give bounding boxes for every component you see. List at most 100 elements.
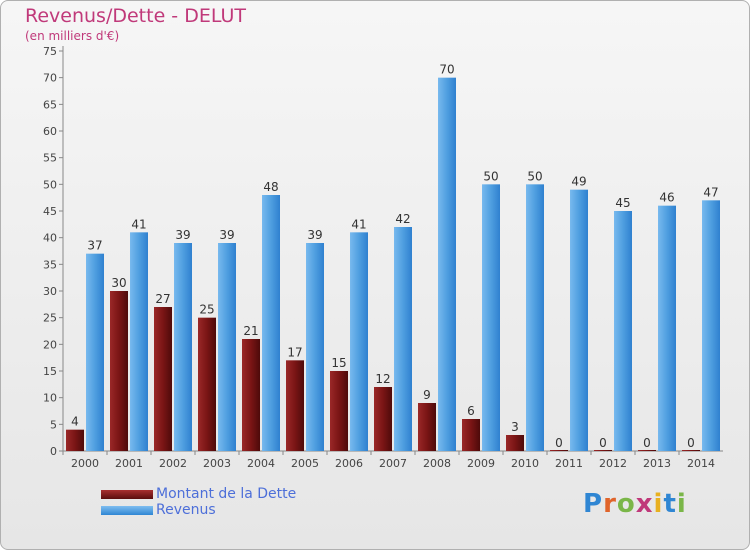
data-label-debt: 4 bbox=[71, 415, 79, 429]
data-label-debt: 30 bbox=[111, 276, 126, 290]
bar-revenue bbox=[438, 77, 456, 452]
x-tick-label: 2013 bbox=[643, 457, 671, 470]
data-label-revenue: 39 bbox=[219, 228, 234, 242]
bar-debt bbox=[154, 307, 172, 451]
y-tick-label: 70 bbox=[43, 72, 57, 85]
logo-letter: i bbox=[676, 489, 687, 519]
y-tick-label: 75 bbox=[43, 45, 57, 58]
bar-debt bbox=[242, 339, 260, 451]
bar-revenue bbox=[570, 189, 588, 451]
proxiti-logo: Proxiti bbox=[583, 489, 687, 519]
y-tick-label: 5 bbox=[50, 418, 57, 431]
data-label-debt: 21 bbox=[243, 324, 258, 338]
data-label-revenue: 49 bbox=[571, 175, 586, 189]
x-tick-label: 2002 bbox=[159, 457, 187, 470]
bar-debt bbox=[374, 387, 392, 451]
x-tick-label: 2009 bbox=[467, 457, 495, 470]
legend-label-revenue: Revenus bbox=[156, 502, 216, 518]
data-label-debt: 27 bbox=[155, 292, 170, 306]
y-tick-label: 30 bbox=[43, 285, 57, 298]
bar-debt bbox=[594, 450, 612, 451]
logo-letter: i bbox=[653, 489, 664, 519]
logo-letter: t bbox=[663, 489, 677, 519]
data-label-debt: 6 bbox=[467, 404, 475, 418]
bar-debt bbox=[198, 317, 216, 451]
bar-revenue bbox=[350, 232, 368, 451]
y-tick-label: 20 bbox=[43, 338, 57, 351]
x-tick-label: 2001 bbox=[115, 457, 143, 470]
y-tick-label: 65 bbox=[43, 98, 57, 111]
data-label-revenue: 48 bbox=[263, 180, 278, 194]
bar-debt bbox=[638, 450, 656, 451]
x-tick-label: 2006 bbox=[335, 457, 363, 470]
data-label-debt: 0 bbox=[687, 436, 695, 450]
x-tick-label: 2008 bbox=[423, 457, 451, 470]
data-label-debt: 15 bbox=[331, 356, 346, 370]
y-tick-label: 40 bbox=[43, 232, 57, 245]
bar-revenue bbox=[86, 253, 104, 451]
data-label-revenue: 45 bbox=[615, 196, 630, 210]
data-label-debt: 25 bbox=[199, 303, 214, 317]
bar-revenue bbox=[262, 195, 280, 451]
data-label-debt: 17 bbox=[287, 345, 302, 359]
data-label-debt: 9 bbox=[423, 388, 431, 402]
y-tick-label: 15 bbox=[43, 365, 57, 378]
bar-debt bbox=[550, 450, 568, 451]
data-label-debt: 12 bbox=[375, 372, 390, 386]
x-tick-label: 2014 bbox=[687, 457, 715, 470]
data-label-debt: 0 bbox=[555, 436, 563, 450]
data-label-revenue: 46 bbox=[659, 191, 674, 205]
y-tick-label: 45 bbox=[43, 205, 57, 218]
bar-revenue bbox=[306, 243, 324, 451]
bar-debt bbox=[330, 371, 348, 451]
y-tick-label: 35 bbox=[43, 258, 57, 271]
legend-swatch-debt bbox=[101, 490, 153, 499]
legend-label-debt: Montant de la Dette bbox=[156, 486, 297, 502]
logo-letter: P bbox=[583, 489, 604, 519]
y-tick-label: 60 bbox=[43, 125, 57, 138]
legend-swatch-revenue bbox=[101, 506, 153, 515]
bar-debt bbox=[418, 403, 436, 451]
x-tick-label: 2007 bbox=[379, 457, 407, 470]
data-label-revenue: 41 bbox=[351, 217, 366, 231]
data-label-debt: 0 bbox=[643, 436, 651, 450]
x-tick-label: 2005 bbox=[291, 457, 319, 470]
bar-debt bbox=[286, 360, 304, 451]
data-label-revenue: 39 bbox=[307, 228, 322, 242]
x-tick-label: 2012 bbox=[599, 457, 627, 470]
data-label-revenue: 50 bbox=[527, 169, 542, 183]
data-label-debt: 0 bbox=[599, 436, 607, 450]
logo-letter: x bbox=[635, 489, 654, 519]
x-tick-label: 2000 bbox=[71, 457, 99, 470]
data-label-revenue: 37 bbox=[87, 239, 102, 253]
data-label-revenue: 47 bbox=[703, 185, 718, 199]
bar-revenue bbox=[394, 227, 412, 451]
bar-revenue bbox=[218, 243, 236, 451]
x-tick-label: 2003 bbox=[203, 457, 231, 470]
y-tick-label: 55 bbox=[43, 152, 57, 165]
x-tick-label: 2010 bbox=[511, 457, 539, 470]
bar-debt bbox=[506, 435, 524, 451]
data-label-revenue: 42 bbox=[395, 212, 410, 226]
x-tick-label: 2011 bbox=[555, 457, 583, 470]
y-tick-label: 50 bbox=[43, 178, 57, 191]
bar-revenue bbox=[614, 211, 632, 451]
bar-debt bbox=[462, 419, 480, 451]
bar-debt bbox=[66, 429, 84, 451]
data-label-debt: 3 bbox=[511, 420, 519, 434]
y-tick-label: 25 bbox=[43, 312, 57, 325]
bar-revenue bbox=[174, 243, 192, 451]
data-label-revenue: 39 bbox=[175, 228, 190, 242]
chart-subtitle: (en milliers d'€) bbox=[25, 29, 120, 43]
data-label-revenue: 41 bbox=[131, 217, 146, 231]
bar-revenue bbox=[526, 184, 544, 452]
x-tick-label: 2004 bbox=[247, 457, 275, 470]
bar-revenue bbox=[658, 205, 676, 451]
chart-title: Revenus/Dette - DELUT bbox=[25, 5, 246, 27]
data-label-revenue: 50 bbox=[483, 169, 498, 183]
bar-debt bbox=[682, 450, 700, 451]
y-tick-label: 10 bbox=[43, 392, 57, 405]
bar-debt bbox=[110, 291, 128, 451]
